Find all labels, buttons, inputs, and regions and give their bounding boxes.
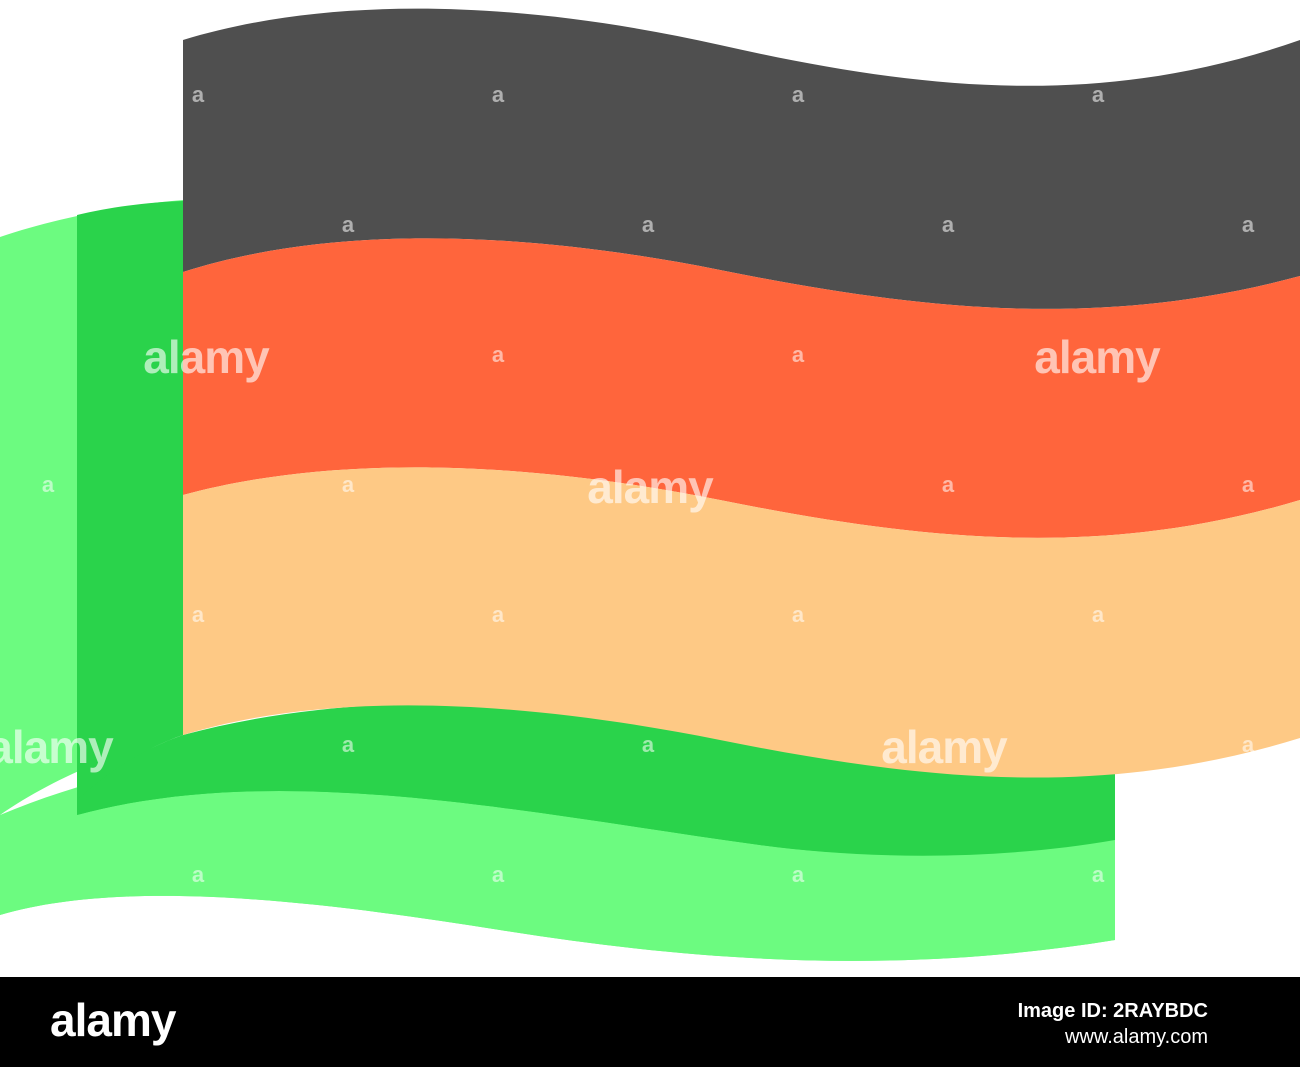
watermark-glyph: a (941, 472, 955, 497)
watermark-glyph: a (341, 212, 355, 237)
watermark-glyph: a (1241, 472, 1255, 497)
image-id: Image ID: 2RAYBDC (1017, 1000, 1208, 1022)
watermark-logo: alamy (881, 721, 1007, 773)
footer-bar: alamy Image ID: 2RAYBDC www.alamy.com (0, 977, 1300, 1067)
watermark-glyph: a (341, 732, 355, 757)
watermark-logo: alamy (0, 721, 114, 773)
watermark-glyph: a (491, 602, 505, 627)
watermark-glyph: a (191, 82, 205, 107)
watermark-logo: alamy (587, 461, 713, 513)
watermark-glyph: a (491, 862, 505, 887)
green-lower-band (77, 703, 1115, 855)
watermark-glyph: a (791, 342, 805, 367)
watermark-glyph: a (341, 472, 355, 497)
watermark-glyph: a (1241, 732, 1255, 757)
watermark-logo: alamy (143, 331, 269, 383)
watermark-logo: alamy (1034, 331, 1160, 383)
watermark-glyph: a (1091, 862, 1105, 887)
watermark-glyph: a (191, 602, 205, 627)
watermark-glyph: a (1091, 82, 1105, 107)
alamy-logo: alamy (50, 994, 176, 1046)
waving-flag-graphic (0, 8, 1300, 961)
watermark-glyph: a (1241, 212, 1255, 237)
flag-band-bottom (183, 467, 1300, 778)
watermark-glyph: a (1091, 602, 1105, 627)
flag-band-top (183, 8, 1300, 309)
watermark-glyph: a (791, 602, 805, 627)
flag-band-middle (183, 238, 1300, 538)
watermark-glyph: a (791, 862, 805, 887)
watermark-glyph: a (641, 212, 655, 237)
watermark-glyph: a (491, 82, 505, 107)
watermark-glyph: a (491, 342, 505, 367)
footer-info: Image ID: 2RAYBDC www.alamy.com (1018, 999, 1208, 1051)
watermark-glyph: a (791, 82, 805, 107)
watermark-glyph: a (191, 862, 205, 887)
watermark-glyph: a (641, 732, 655, 757)
green-bottom-wave (0, 840, 1115, 961)
flag-illustration: a a a a a a a a a a a a a a a a a a a a … (0, 8, 1300, 961)
site-url: www.alamy.com (1065, 1026, 1208, 1048)
watermark-glyph: a (41, 472, 55, 497)
watermark-glyph: a (941, 212, 955, 237)
